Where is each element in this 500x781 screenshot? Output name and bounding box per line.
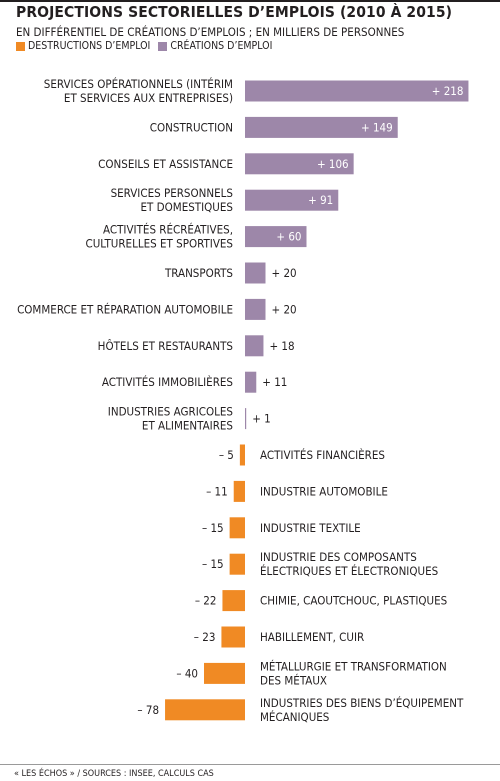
- bar: [245, 80, 469, 102]
- value-label: + 60: [276, 230, 301, 244]
- legend: DESTRUCTIONS D’EMPLOI CRÉATIONS D’EMPLOI: [16, 40, 280, 52]
- value-label: – 15: [202, 557, 224, 571]
- bar: [229, 553, 245, 575]
- bar: [245, 226, 307, 248]
- bar: [245, 371, 257, 393]
- category-label: ET ALIMENTAIRES: [142, 419, 233, 433]
- bar: [245, 116, 398, 138]
- value-label: – 5: [219, 448, 234, 462]
- category-label: INDUSTRIE AUTOMOBILE: [260, 484, 388, 498]
- category-label: SERVICES PERSONNELS: [111, 186, 233, 200]
- value-label: + 18: [269, 339, 294, 353]
- legend-label-destructions: DESTRUCTIONS D’EMPLOI: [28, 40, 151, 52]
- legend-swatch-destructions: [16, 41, 25, 51]
- bar: [245, 262, 266, 284]
- category-label: INDUSTRIE TEXTILE: [260, 521, 361, 535]
- bar: [233, 480, 245, 502]
- category-label: ET DOMESTIQUES: [141, 200, 233, 214]
- value-label: + 20: [272, 302, 297, 316]
- category-label: HABILLEMENT, CUIR: [260, 630, 364, 644]
- source-footer: « LES ÉCHOS » / SOURCES : INSEE, CALCULS…: [14, 769, 214, 779]
- category-label: MÉTALLURGIE ET TRANSFORMATION: [260, 658, 447, 673]
- bar: [239, 444, 245, 466]
- category-label: SERVICES OPÉRATIONNELS (INTÉRIM: [44, 76, 233, 91]
- category-label: INDUSTRIES DES BIENS D’ÉQUIPEMENT: [260, 695, 464, 710]
- bar: [245, 189, 339, 211]
- bar: [245, 408, 247, 430]
- value-label: + 1: [252, 412, 271, 426]
- top-rule: [0, 0, 500, 2]
- value-label: + 91: [308, 193, 333, 207]
- category-label: ET SERVICES AUX ENTREPRISES): [64, 91, 233, 105]
- value-label: + 106: [317, 157, 349, 171]
- bar: [165, 699, 245, 721]
- bar: [222, 590, 245, 612]
- category-label: ÉLECTRIQUES ET ÉLECTRONIQUES: [260, 563, 438, 578]
- bar: [245, 335, 264, 357]
- footer-rule: [0, 764, 500, 765]
- chart-subtitle: EN DIFFÉRENTIEL DE CRÉATIONS D’EMPLOIS ;…: [16, 25, 405, 39]
- category-label: COMMERCE ET RÉPARATION AUTOMOBILE: [17, 301, 233, 316]
- category-label: ACTIVITÉS IMMOBILIÈRES: [102, 374, 233, 389]
- category-label: TRANSPORTS: [164, 266, 233, 280]
- category-label: MÉCANIQUES: [260, 709, 329, 724]
- value-label: – 23: [194, 630, 216, 644]
- category-label: ACTIVITÉS RÉCRÉATIVES,: [103, 222, 233, 237]
- value-label: – 22: [195, 594, 217, 608]
- category-label: DES MÉTAUX: [260, 672, 327, 687]
- value-label: + 218: [432, 84, 464, 98]
- bar: [245, 153, 354, 175]
- legend-swatch-creations: [158, 41, 168, 51]
- value-label: + 20: [272, 266, 297, 280]
- category-label: HÔTELS ET RESTAURANTS: [98, 338, 233, 353]
- value-label: – 15: [202, 521, 224, 535]
- category-label: CHIMIE, CAOUTCHOUC, PLASTIQUES: [260, 594, 447, 608]
- category-label: ACTIVITÉS FINANCIÈRES: [260, 447, 385, 462]
- value-label: – 11: [206, 484, 228, 498]
- value-label: – 78: [137, 703, 159, 717]
- chart-title: PROJECTIONS SECTORIELLES D’EMPLOIS (2010…: [16, 3, 453, 21]
- value-label: + 149: [361, 120, 393, 134]
- bar: [245, 298, 266, 320]
- bar: [221, 626, 245, 648]
- category-label: INDUSTRIES AGRICOLES: [108, 405, 233, 419]
- category-label: CONSEILS ET ASSISTANCE: [98, 157, 233, 171]
- category-label: CONSTRUCTION: [150, 120, 233, 134]
- value-label: – 40: [176, 666, 198, 680]
- category-label: CULTURELLES ET SPORTIVES: [86, 237, 234, 251]
- bar: [204, 662, 245, 684]
- bar: [229, 517, 245, 539]
- value-label: + 11: [262, 375, 287, 389]
- category-label: INDUSTRIE DES COMPOSANTS: [260, 550, 417, 564]
- legend-label-creations: CRÉATIONS D’EMPLOI: [170, 40, 273, 52]
